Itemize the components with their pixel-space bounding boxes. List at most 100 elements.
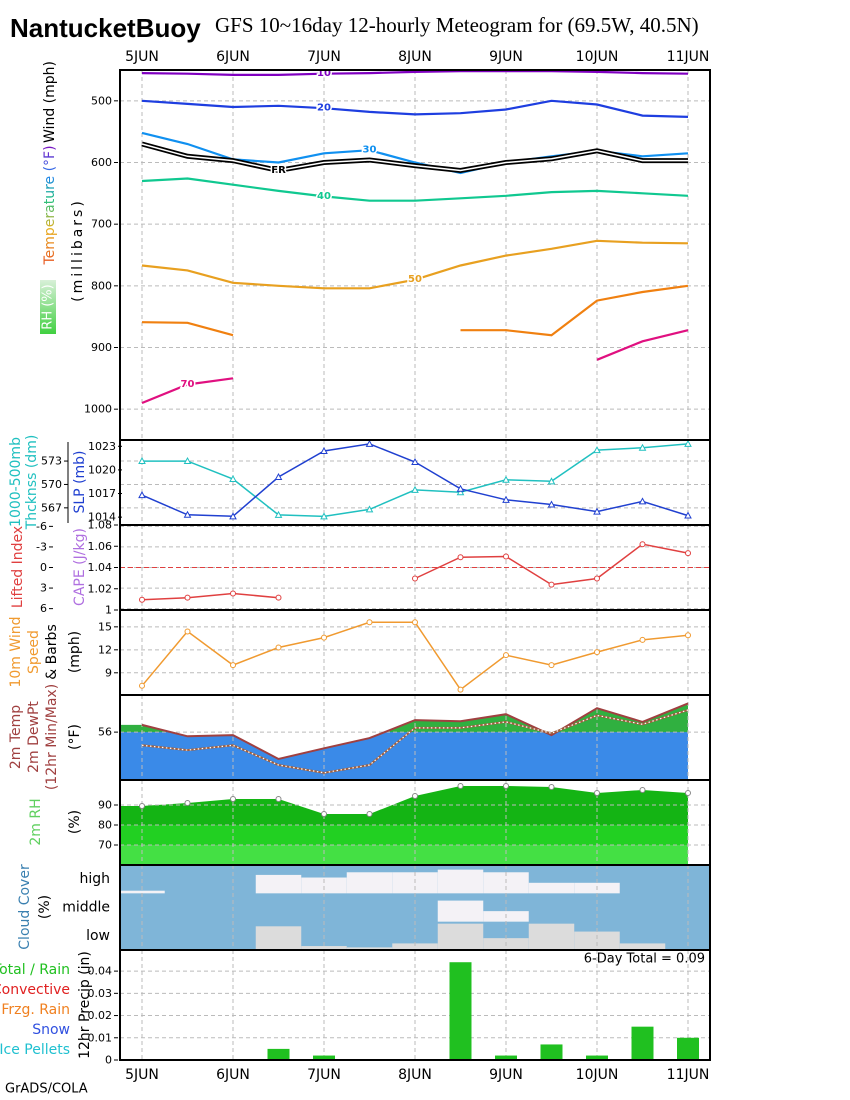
point [503,783,509,789]
point [230,590,236,597]
point [274,472,283,480]
isotherm-label: 20 [317,103,331,114]
y-axis-label: Cloud Cover [17,864,33,950]
y-tick-label: 56 [98,726,112,739]
cloud-bar [119,890,165,894]
y-axis-label: 1000-500mb [8,437,24,527]
bar [449,962,472,1060]
point [684,439,692,447]
row-label: high [79,871,110,887]
y-axis-label: Wind (mph) [42,61,58,143]
cloud-bar [437,923,484,950]
y-axis-label: (%) [37,895,53,919]
y-tick-label: 900 [91,341,112,354]
isotherm-label: 40 [317,191,331,202]
point [320,512,328,520]
point [230,796,236,802]
y-tick-label: 9 [105,666,112,679]
isotherm-label: FR [271,165,286,176]
point [547,500,556,508]
point [685,790,691,796]
point [184,800,191,806]
x-tick-label: 5JUN [125,1067,159,1083]
legend-entry: Frzg. Rain [1,1002,70,1018]
point [139,596,145,603]
panel-frame [119,949,711,1061]
point [366,619,373,626]
y-axis-label: RH (%) [41,284,56,329]
isotherm-inner [141,143,688,172]
y-tick-label: 800 [91,279,112,292]
rh-band [120,845,688,865]
y-tick-label: 0.04 [88,965,113,978]
rh-key [40,280,56,334]
x-tick-label: 10JUN [576,49,619,65]
bar [677,1037,699,1060]
point [594,649,600,656]
legend-entry: Ice Pellets [0,1042,70,1058]
point [638,443,647,451]
point [456,488,465,496]
y-tick-label: 1023 [88,440,116,453]
point [685,550,691,557]
point [183,457,192,465]
y-tick-label: 1000 [84,403,112,416]
y-axis-label: (12hr Min/Max) [44,684,60,790]
y-tick-label: 1 [105,604,112,617]
y-tick-label: 90 [98,799,112,812]
y-axis-label: 2m DewPt [26,701,42,773]
isotherm-label: 30 [363,145,377,156]
row-label: middle [62,900,110,916]
x-tick-label: 5JUN [125,49,159,65]
point [457,686,464,693]
bar [495,1055,517,1060]
point [547,477,556,485]
y-axis-label: SLP (mb) [72,450,88,513]
point [138,457,146,465]
x-tick-label: 6JUN [216,49,250,65]
point [275,796,282,802]
y-tick-label: 700 [91,218,112,231]
point [411,485,419,493]
point [275,594,282,601]
point [548,662,555,669]
y-tick-label: 1020 [88,463,116,476]
point [275,644,282,651]
isotherm-label: 50 [408,274,422,285]
y-tick-label: 1.08 [88,519,113,532]
isotherm [141,329,689,405]
cloud-bar [574,931,620,950]
y-tick-label: 15 [98,620,112,633]
base-fill [120,732,688,780]
y-tick-label: 0.01 [88,1031,113,1044]
point [411,457,419,466]
point [184,628,191,635]
point [230,662,236,669]
point [274,510,283,518]
point [638,497,647,505]
isotherm [141,239,689,290]
y-axis-label: (mph) [67,631,83,673]
isotherm [141,284,689,337]
y-tick-label: 1.06 [88,540,113,553]
y-tick-label: 1.04 [88,561,113,574]
point [639,541,646,548]
temp-line [141,702,689,761]
point [320,446,328,455]
y-axis-label: Speed [26,630,42,674]
x-tick-label: 9JUN [489,1067,523,1083]
point [502,475,510,483]
y-axis-label: (millibars) [70,198,86,302]
y-tick-label: -3 [36,540,47,553]
y-tick-label: 1.02 [88,582,113,595]
y-tick-label: 570 [41,478,62,491]
x-tick-label: 10JUN [576,1067,619,1083]
isotherm-label: 70 [181,379,195,390]
point [365,439,374,447]
cloud-bar [437,900,484,922]
point [503,652,509,659]
point [456,484,465,492]
y-tick-label: 6 [40,602,47,615]
point [365,505,374,513]
